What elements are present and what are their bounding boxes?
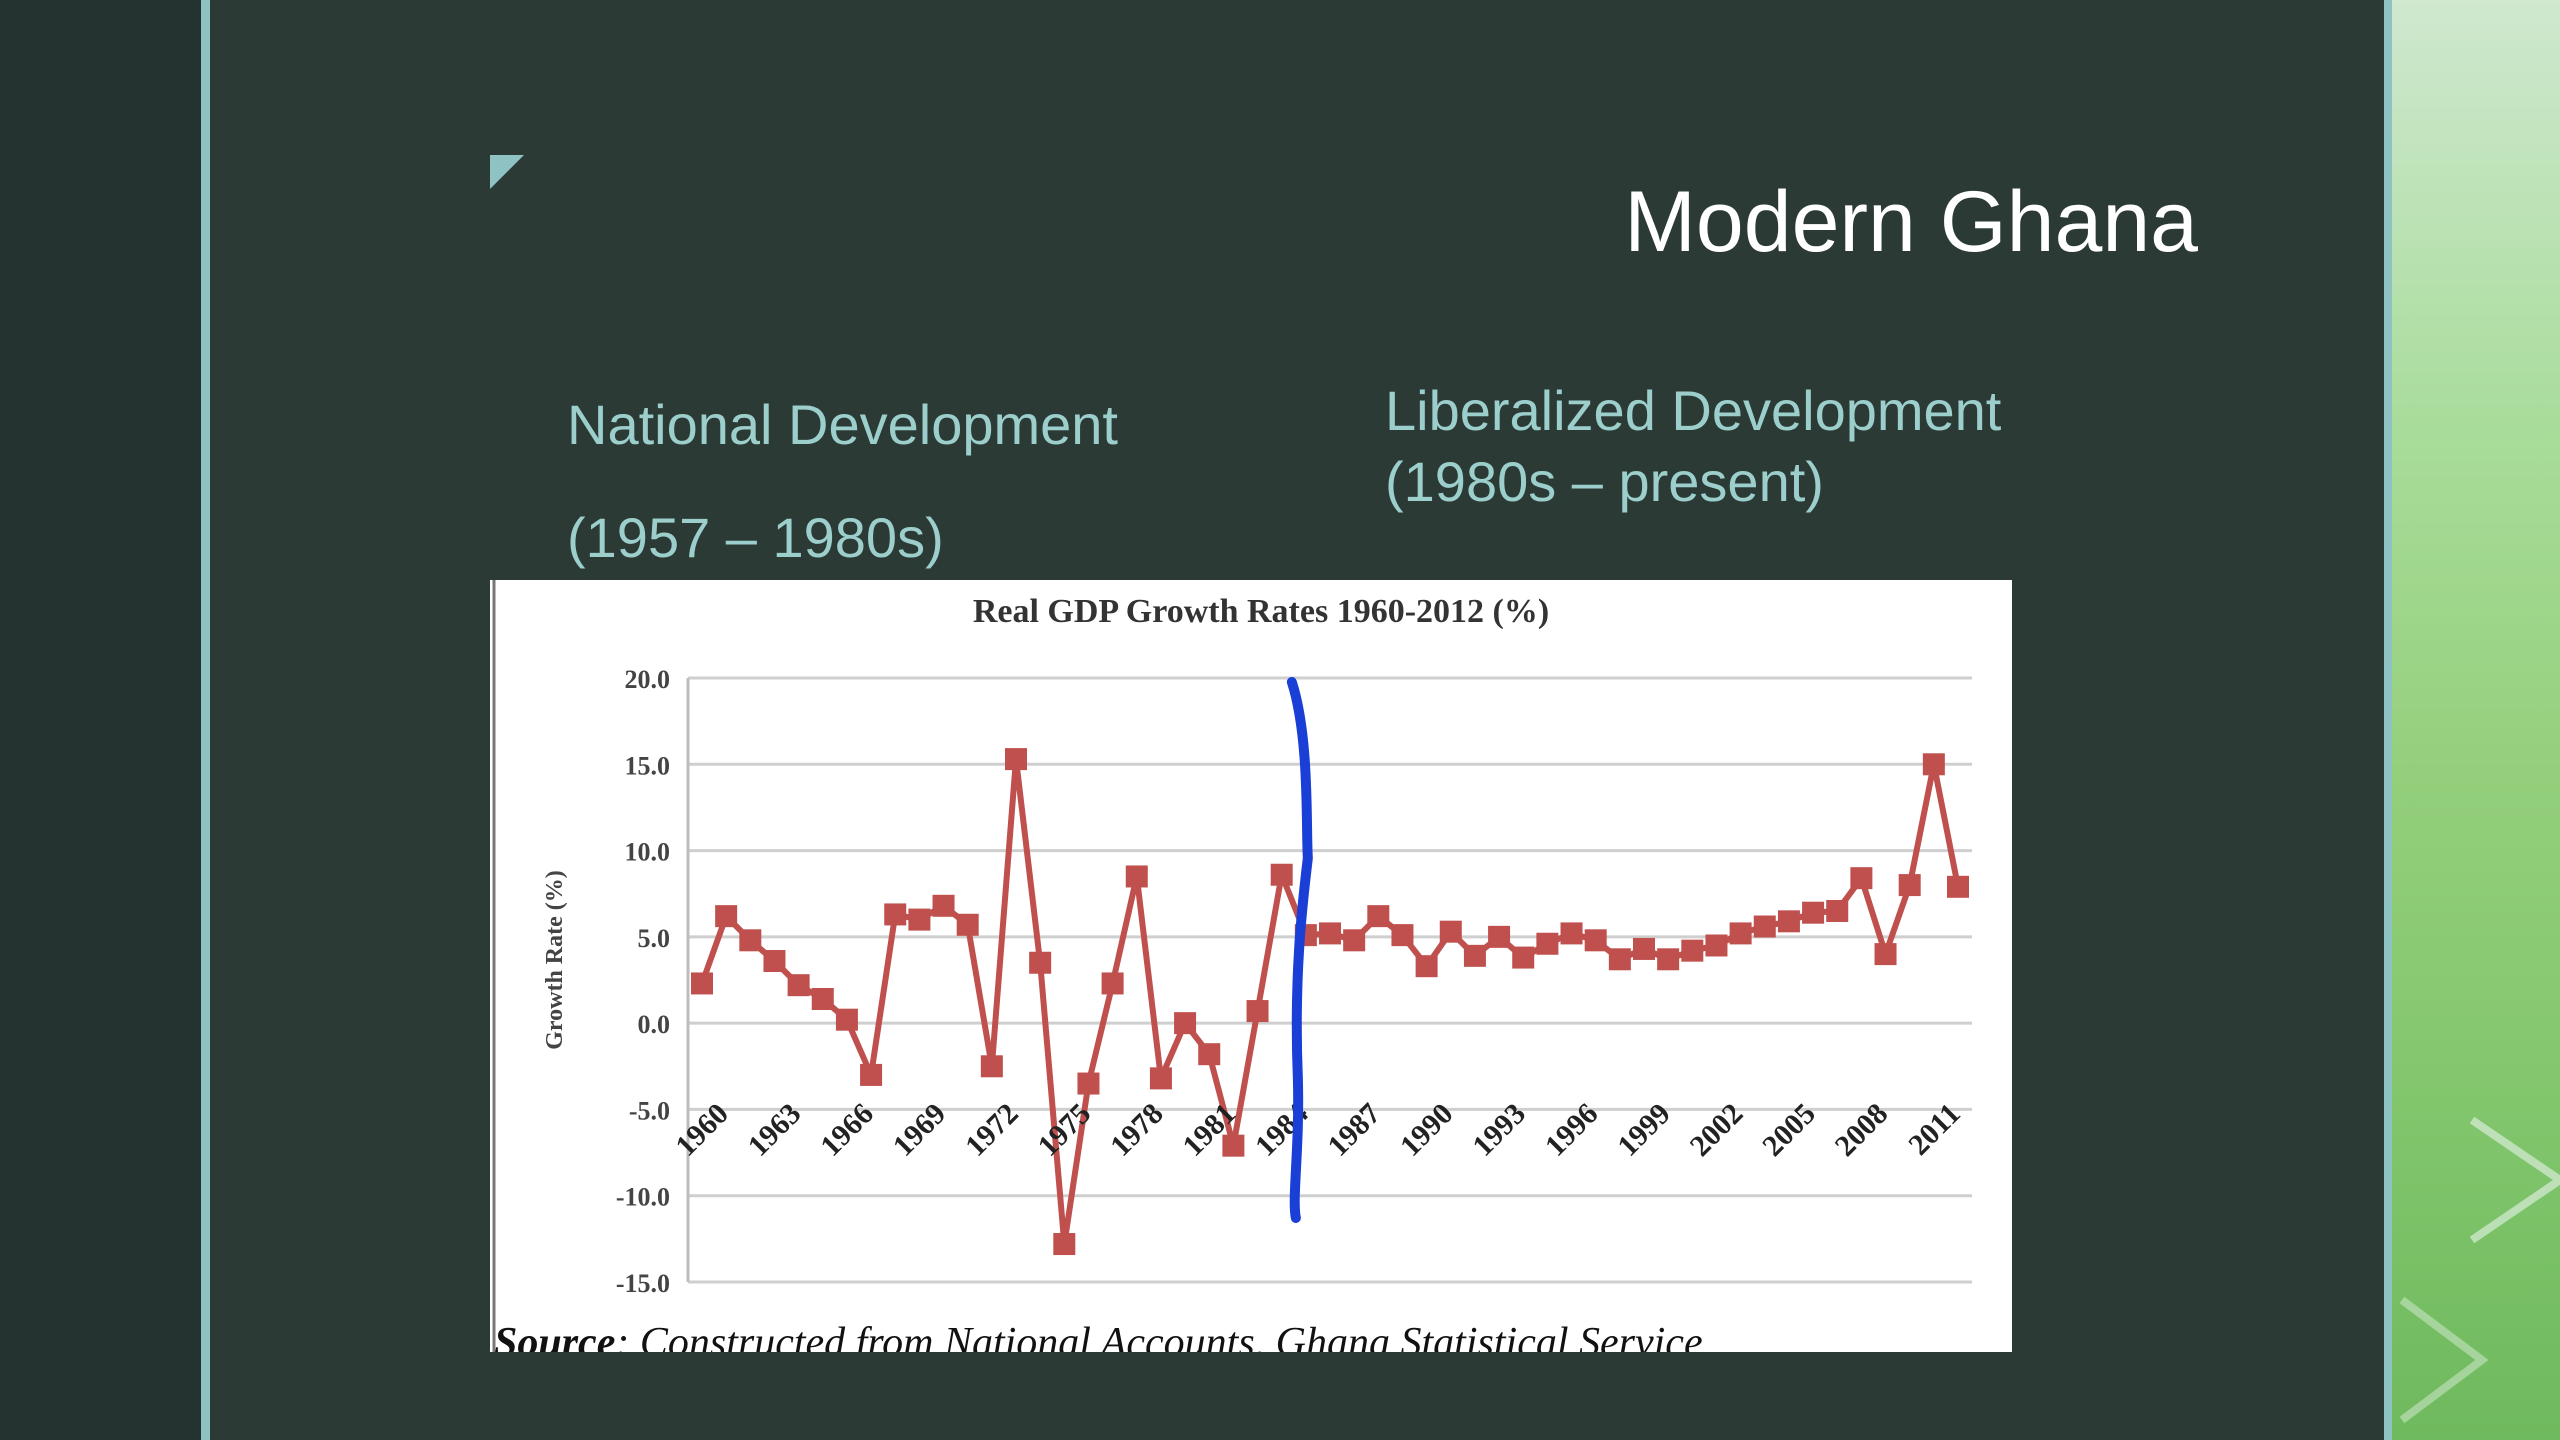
gdp-point (1560, 922, 1583, 945)
y-tick-label: 10.0 (625, 838, 671, 867)
gdp-series-line (699, 758, 1961, 1245)
gdp-point (1077, 1072, 1100, 1095)
x-tick-label: 1960 (669, 1097, 735, 1163)
x-tick-label: 1966 (814, 1097, 880, 1163)
gdp-point (811, 987, 834, 1010)
gdp-point (932, 894, 955, 917)
gdp-point (1439, 920, 1462, 943)
x-tick-label: 1969 (887, 1097, 953, 1163)
chart-source: Source: Constructed from National Accoun… (494, 1318, 1703, 1352)
x-tick-label: 1990 (1394, 1097, 1460, 1163)
gdp-point (787, 974, 810, 997)
chart-source-text: : Constructed from National Accounts, Gh… (615, 1320, 1703, 1352)
y-tick-label: 5.0 (638, 924, 671, 953)
x-tick-label: 1996 (1539, 1097, 1605, 1163)
y-tick-label: 0.0 (638, 1010, 671, 1039)
gdp-point (1488, 925, 1511, 948)
gdp-point (1947, 875, 1969, 898)
gdp-point (1608, 948, 1631, 971)
y-tick-label: -15.0 (616, 1269, 670, 1298)
gdp-point (1536, 932, 1559, 955)
gdp-point (1633, 937, 1655, 960)
chart-source-label: Source (494, 1320, 616, 1352)
x-tick-label: 1972 (959, 1097, 1025, 1163)
gdp-point (1705, 934, 1728, 957)
chart-title: Real GDP Growth Rates 1960-2012 (%) (973, 593, 1549, 630)
x-tick-label: 1963 (742, 1097, 808, 1163)
gdp-point (1657, 948, 1680, 971)
x-tick-label: 2008 (1829, 1097, 1895, 1163)
national-development-period: (1957 – 1980s) (567, 506, 944, 569)
gdp-point (1005, 748, 1027, 771)
gdp-chart-svg: Real GDP Growth Rates 1960-2012 (%) 20.0 1… (492, 580, 1972, 1352)
gdp-point (1922, 753, 1945, 776)
gdp-point (739, 929, 762, 952)
gdp-point (1319, 922, 1341, 945)
liberalized-development-heading: Liberalized Development (1385, 379, 2002, 442)
x-tick-label: 1993 (1466, 1097, 1532, 1163)
gdp-point (1053, 1233, 1076, 1256)
gdp-point (1512, 946, 1535, 969)
gdp-point (1826, 899, 1849, 922)
slide-title: Modern Ghana (1624, 174, 2198, 270)
gdp-point (691, 972, 713, 995)
liberalized-development-period: (1980s – present) (1385, 450, 1824, 513)
gdp-point (1391, 924, 1414, 947)
gdp-point (763, 950, 786, 973)
gdp-point (1753, 915, 1776, 938)
gdp-point (1850, 867, 1873, 890)
y-tick-label: 20.0 (625, 665, 671, 694)
gdp-point (1729, 922, 1752, 945)
gdp-point (884, 903, 907, 926)
x-tick-label: 2011 (1902, 1097, 1967, 1162)
hand-drawn-divider (1286, 677, 1313, 1223)
gdp-point (1874, 943, 1897, 966)
gdp-point (860, 1063, 883, 1086)
gdp-point (908, 908, 931, 931)
gdp-point (1029, 951, 1052, 974)
right-accent-rule (2384, 0, 2392, 1440)
gdp-point (715, 905, 738, 928)
gdp-point (1222, 1134, 1245, 1157)
gdp-point (956, 913, 979, 936)
gdp-point (1270, 863, 1293, 886)
gdp-point (1174, 1012, 1197, 1035)
left-accent-rule (201, 0, 210, 1440)
gdp-point (835, 1008, 858, 1031)
left-panel (0, 0, 205, 1440)
chevron-decoration-icon (2399, 1116, 2560, 1424)
x-tick-label: 1999 (1611, 1097, 1677, 1163)
gdp-point (1149, 1067, 1172, 1090)
gdp-point (1898, 874, 1921, 897)
gdp-point (980, 1055, 1003, 1078)
gdp-point (1367, 905, 1390, 928)
y-tick-label: -5.0 (629, 1096, 670, 1125)
x-tick-label: 1984 (1249, 1097, 1315, 1163)
y-tick-label: -10.0 (616, 1183, 670, 1212)
gdp-point (1681, 939, 1704, 962)
gdp-point (1198, 1043, 1221, 1066)
gdp-chart: Real GDP Growth Rates 1960-2012 (%) 20.0 1… (490, 580, 2012, 1352)
y-tick-label: 15.0 (625, 751, 671, 780)
gdp-point (1415, 955, 1438, 978)
corner-triangle-icon (490, 155, 524, 189)
gdp-point (1343, 929, 1366, 952)
gdp-point (1125, 865, 1148, 888)
right-decorative-strip (2392, 0, 2560, 1440)
gdp-point (1777, 910, 1800, 933)
gdp-point (1802, 901, 1825, 924)
gdp-point (1463, 944, 1486, 967)
x-tick-label: 2002 (1684, 1097, 1750, 1163)
x-tick-label: 2005 (1756, 1097, 1822, 1163)
national-development-heading: National Development (567, 393, 1118, 456)
gdp-point (1101, 972, 1124, 995)
gdp-point (1246, 1000, 1269, 1023)
x-tick-label: 1987 (1321, 1097, 1387, 1163)
y-axis-label: Growth Rate (%) (542, 870, 568, 1050)
x-tick-label: 1978 (1104, 1097, 1170, 1163)
gdp-point (1584, 929, 1607, 952)
